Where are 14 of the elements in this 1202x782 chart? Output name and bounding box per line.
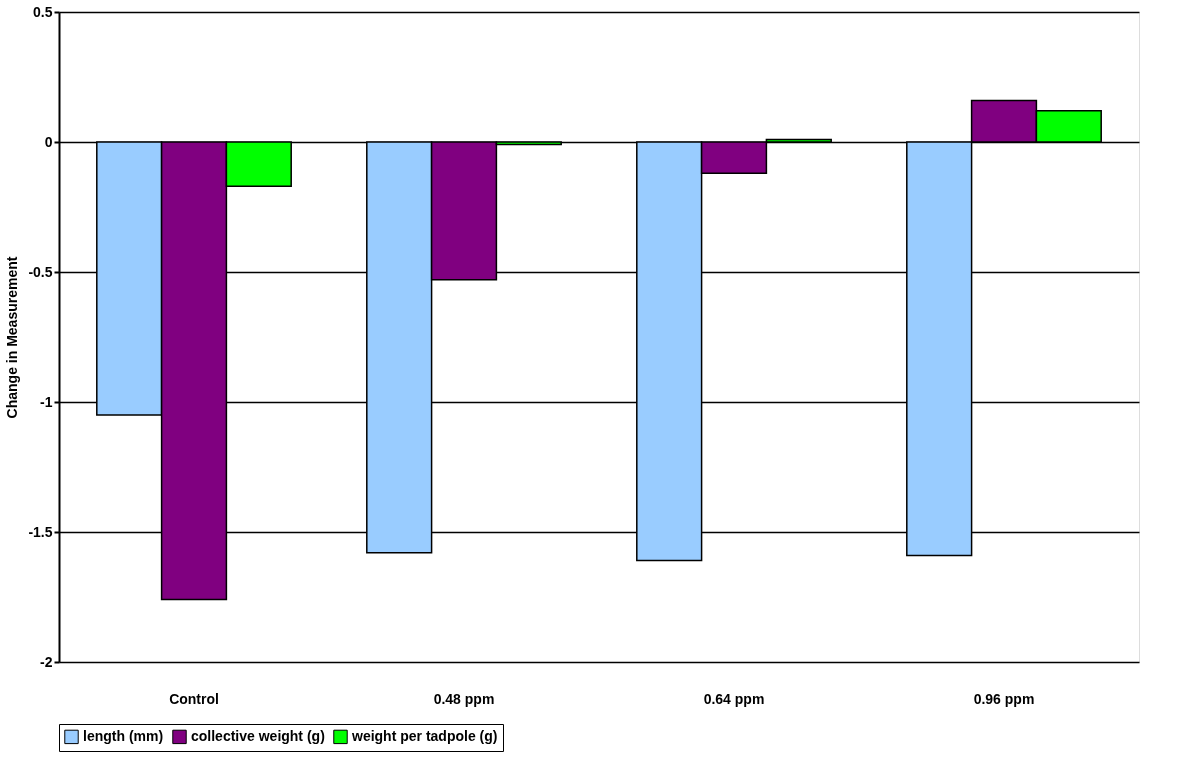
x-tick-label: 0.96 ppm bbox=[973, 690, 1035, 707]
x-tick-label: Control bbox=[169, 690, 219, 707]
y-tick-label: -1.5 bbox=[28, 523, 53, 540]
legend-label: length (mm) bbox=[83, 727, 164, 744]
y-axis-title: Change in Measurement bbox=[4, 256, 21, 419]
legend-label: weight per tadpole (g) bbox=[351, 727, 498, 744]
y-tick-label: -0.5 bbox=[28, 263, 53, 280]
y-tick-label: 0.5 bbox=[33, 3, 53, 20]
y-tick-label: -2 bbox=[40, 653, 53, 670]
x-tick-label: 0.64 ppm bbox=[703, 690, 765, 707]
x-tick-label: 0.48 ppm bbox=[433, 690, 495, 707]
y-tick-label: 0 bbox=[44, 133, 53, 150]
y-tick-label: -1 bbox=[40, 393, 53, 410]
legend-label: collective weight (g) bbox=[191, 727, 325, 744]
